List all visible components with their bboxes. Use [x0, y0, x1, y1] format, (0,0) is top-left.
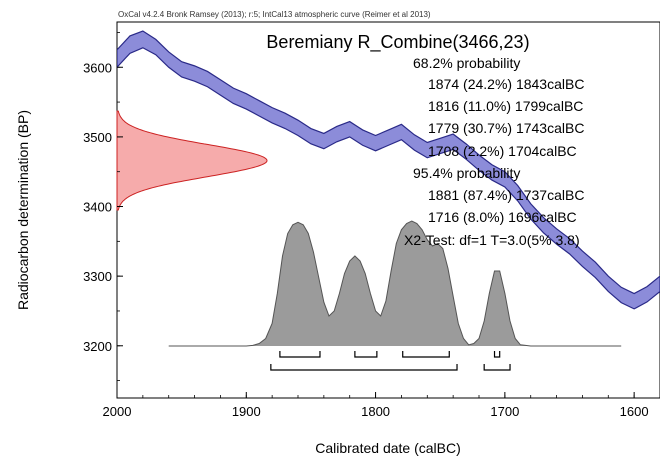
annotation-68-heading: 68.2% probability: [413, 55, 520, 71]
range-bracket-68-1: [279, 351, 321, 358]
y-tick-label-3300: 3300: [83, 269, 112, 284]
range-bracket-68-3: [402, 351, 450, 358]
measurement-distribution-layer: [116, 110, 268, 211]
x-tick-label-2000: 2000: [103, 404, 132, 419]
annotation-68-range-1: 1874 (24.2%) 1843calBC: [428, 76, 584, 92]
x-tick-label-1800: 1800: [361, 404, 390, 419]
range-bracket-68-4: [493, 351, 501, 358]
x-tick-label-1600: 1600: [620, 404, 649, 419]
y-axis-ticks: 3600 3500 3400 3300 3200: [83, 32, 123, 381]
y-tick-label-3200: 3200: [83, 339, 112, 354]
annotation-chi2-test: X2-Test: df=1 T=3.0(5% 3.8): [404, 232, 580, 248]
x-axis-ticks: 2000 1900 1800 1700 1600: [103, 392, 660, 419]
y-axis-label: Radiocarbon determination (BP): [15, 110, 31, 310]
measurement-distribution: [116, 110, 268, 211]
range-bracket-95-2: [483, 364, 511, 371]
annotation-68-range-3: 1779 (30.7%) 1743calBC: [428, 120, 584, 136]
calibration-curve-band: [117, 30, 660, 310]
posterior-distribution-layer: [168, 220, 622, 347]
probability-annotations: 68.2% probability 1874 (24.2%) 1843calBC…: [404, 55, 584, 248]
range-brackets-layer: [270, 351, 511, 371]
annotation-95-range-2: 1716 (8.0%) 1696calBC: [428, 209, 577, 225]
range-bracket-95-1: [270, 364, 458, 371]
y-tick-label-3600: 3600: [83, 60, 112, 75]
chart-title: Beremiany R_Combine(3466,23): [266, 32, 529, 53]
annotation-95-heading: 95.4% probability: [413, 165, 520, 181]
oxcal-header: OxCal v4.2.4 Bronk Ramsey (2013); r:5; I…: [118, 10, 431, 19]
x-axis-label: Calibrated date (calBC): [315, 440, 461, 456]
x-tick-label-1900: 1900: [232, 404, 261, 419]
calibration-curve-layer: [117, 30, 660, 310]
range-bracket-68-2: [354, 351, 378, 358]
annotation-68-range-2: 1816 (11.0%) 1799calBC: [428, 98, 583, 114]
x-tick-label-1700: 1700: [490, 404, 519, 419]
annotation-95-range-1: 1881 (87.4%) 1737calBC: [428, 187, 584, 203]
annotation-68-range-4: 1708 (2.2%) 1704calBC: [428, 143, 577, 159]
posterior-distribution: [168, 220, 622, 347]
y-tick-label-3400: 3400: [83, 200, 112, 215]
y-tick-label-3500: 3500: [83, 130, 112, 145]
